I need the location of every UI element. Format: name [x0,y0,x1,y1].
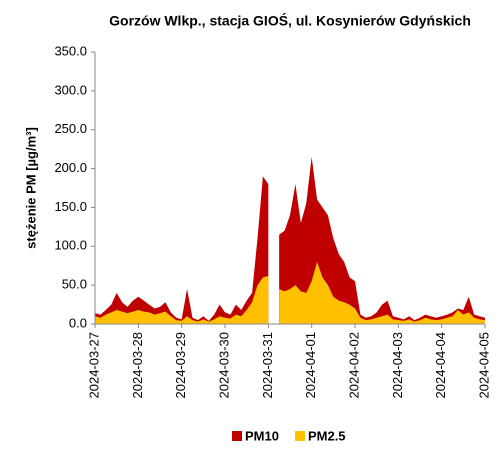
x-tick-label: 2024-04-04 [433,332,448,399]
chart-title: Gorzów Wlkp., stacja GIOŚ, ul. Kosynieró… [109,12,471,29]
x-tick-label: 2024-03-29 [173,332,188,399]
x-tick-label: 2024-04-01 [303,332,318,399]
y-tick-label: 100.0 [54,238,87,253]
x-tick-label: 2024-03-31 [260,332,275,399]
y-tick-label: 250.0 [54,121,87,136]
y-tick-label: 0.0 [69,315,87,330]
x-tick-label: 2024-03-27 [86,332,101,399]
legend-swatch [232,431,242,441]
legend-label: PM2.5 [308,428,346,443]
x-tick-label: 2024-03-28 [130,332,145,399]
area [95,261,485,324]
x-tick-label: 2024-04-02 [346,332,361,399]
y-tick-label: 150.0 [54,199,87,214]
y-tick-label: 50.0 [62,277,87,292]
area [95,156,485,324]
y-axis-label: stężenie PM [µg/m³] [23,127,38,249]
y-tick-label: 200.0 [54,160,87,175]
x-tick-label: 2024-04-03 [390,332,405,399]
y-tick-label: 350.0 [54,43,87,58]
legend-label: PM10 [245,428,279,443]
legend-swatch [294,431,305,441]
x-tick-label: 2024-03-30 [216,332,231,399]
x-tick-label: 2024-04-05 [476,332,491,399]
y-tick-label: 300.0 [54,82,87,97]
